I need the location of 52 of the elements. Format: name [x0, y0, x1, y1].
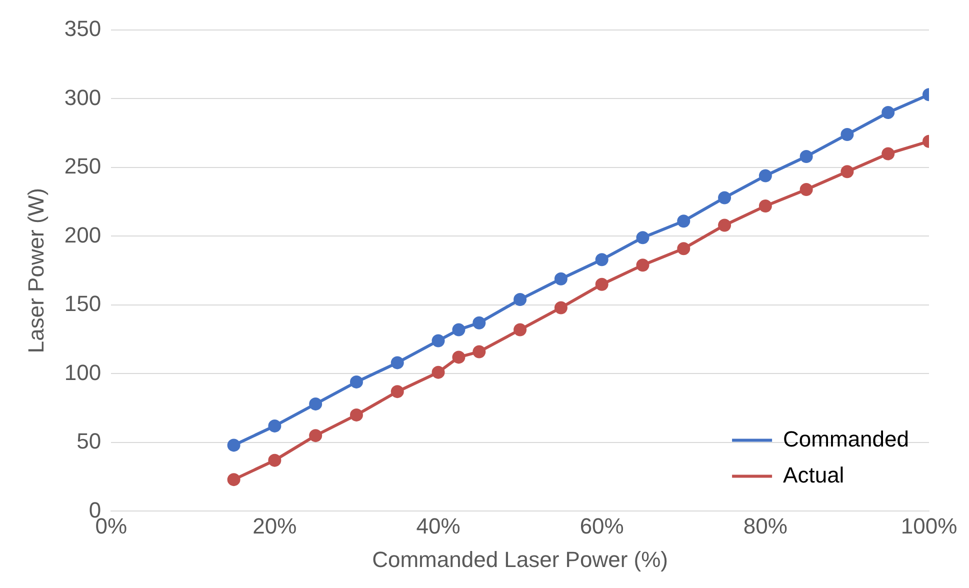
- point: [452, 350, 466, 364]
- x-tick-label: 40%: [416, 513, 460, 538]
- point: [636, 258, 650, 272]
- point: [227, 473, 240, 486]
- point: [350, 375, 363, 388]
- point: [758, 199, 772, 212]
- legend-label: Commanded: [783, 426, 909, 452]
- point: [677, 214, 690, 228]
- point: [268, 454, 282, 467]
- point: [309, 429, 322, 442]
- point: [800, 182, 813, 196]
- point: [636, 231, 650, 244]
- point: [840, 128, 854, 141]
- point: [514, 323, 527, 336]
- x-tick-label: 80%: [743, 513, 788, 538]
- point: [595, 278, 608, 291]
- y-tick-label: 300: [64, 84, 102, 110]
- point: [309, 397, 322, 410]
- point: [718, 191, 732, 204]
- y-axis-title: Laser Power (W): [23, 188, 48, 354]
- y-tick-label: 100: [64, 360, 102, 385]
- y-tick-label: 250: [64, 154, 102, 179]
- legend-label: Actual: [783, 462, 844, 488]
- x-tick-label: 20%: [252, 513, 297, 538]
- point: [554, 272, 568, 286]
- x-axis-title: Commanded Laser Power (%): [372, 546, 668, 572]
- point: [554, 301, 568, 314]
- point: [227, 438, 240, 452]
- y-tick-label: 350: [64, 16, 102, 42]
- y-tick-label: 50: [76, 428, 102, 454]
- x-tick-label: 60%: [580, 513, 624, 538]
- point: [452, 323, 466, 336]
- point: [472, 316, 486, 330]
- point: [514, 292, 527, 306]
- point: [840, 165, 854, 178]
- x-tick-label: 100%: [900, 513, 958, 538]
- point: [390, 385, 404, 398]
- point: [350, 408, 363, 422]
- point: [882, 106, 895, 119]
- point: [882, 147, 895, 160]
- point: [718, 218, 732, 232]
- y-tick-label: 200: [64, 222, 102, 248]
- point: [758, 169, 772, 182]
- point: [677, 242, 690, 256]
- point: [268, 419, 282, 432]
- point: [800, 150, 813, 163]
- point: [472, 345, 486, 358]
- point: [390, 356, 404, 370]
- point: [432, 366, 445, 379]
- y-tick-label: 150: [64, 291, 102, 316]
- point: [595, 253, 608, 266]
- point: [432, 334, 445, 348]
